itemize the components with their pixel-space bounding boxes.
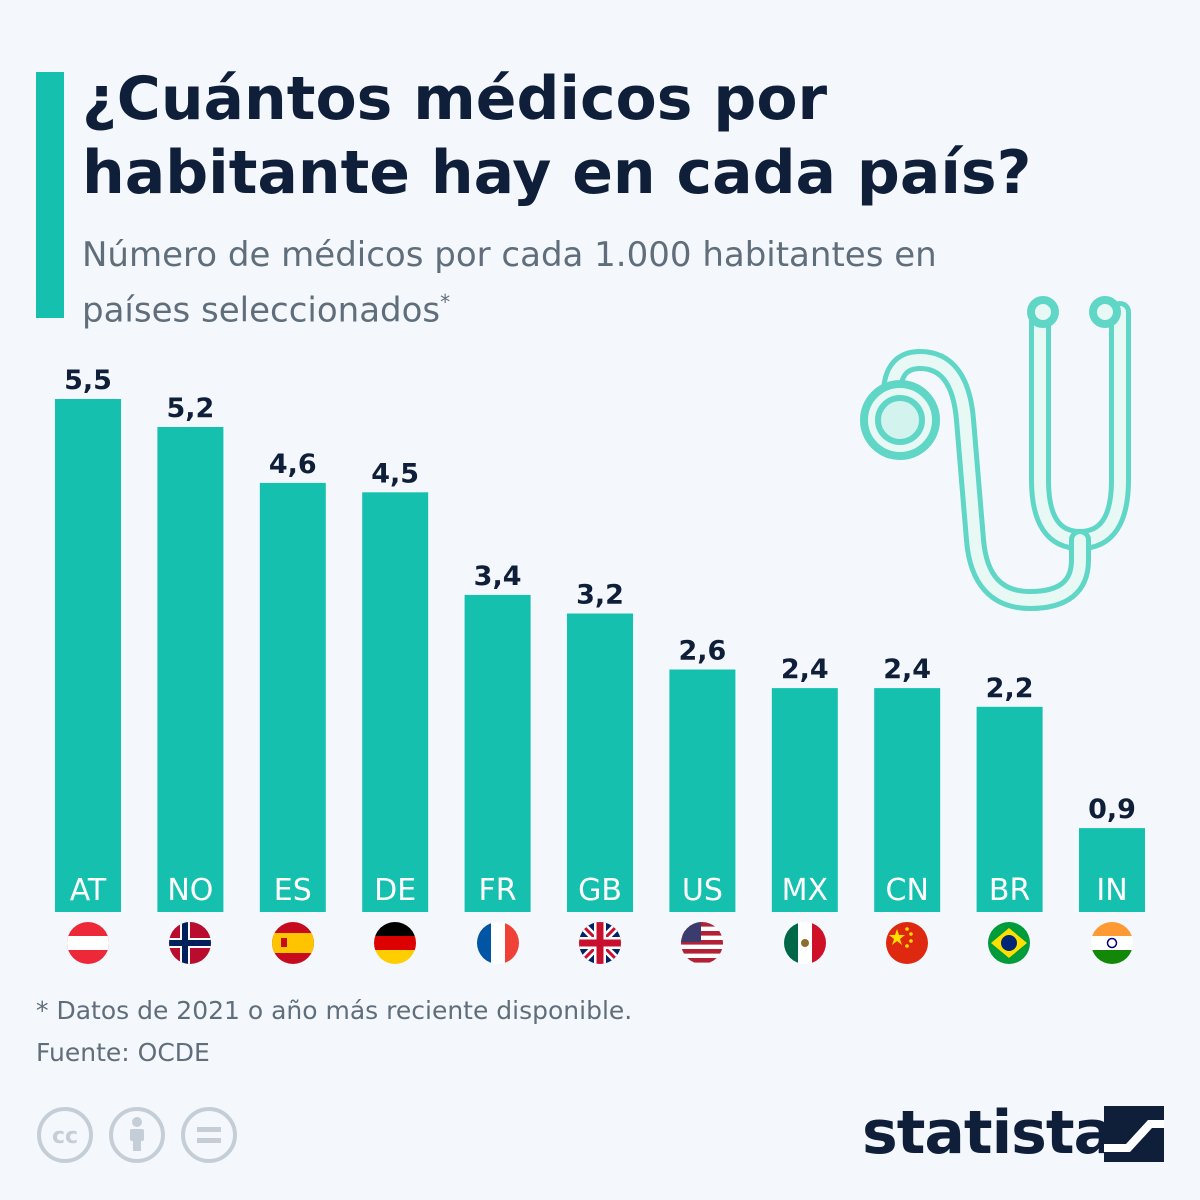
bar-no <box>157 427 224 912</box>
value-label-br: 2,2 <box>986 673 1034 704</box>
bar-es <box>259 482 326 912</box>
value-label-no: 5,2 <box>166 393 214 424</box>
chart-title: ¿Cuántos médicos por habitante hay en ca… <box>82 64 1032 208</box>
flag-es-icon <box>272 922 314 964</box>
category-label-mx: MX <box>782 873 828 908</box>
bar-cn <box>874 688 941 912</box>
flag-br-icon <box>988 922 1030 964</box>
flag-mx-icon <box>784 922 826 964</box>
subtitle-text: Número de médicos por cada 1.000 habitan… <box>82 235 937 331</box>
category-label-gb: GB <box>578 873 622 908</box>
category-label-us: US <box>682 873 723 908</box>
flag-at-icon <box>67 922 109 964</box>
bar-de <box>362 492 429 912</box>
category-label-fr: FR <box>479 873 517 908</box>
flag-cn-icon <box>886 922 928 964</box>
value-label-at: 5,5 <box>64 365 112 396</box>
footnote: * Datos de 2021 o año más reciente dispo… <box>36 990 632 1074</box>
bar-fr <box>464 594 531 912</box>
category-label-no: NO <box>167 873 213 908</box>
cc-icon[interactable]: cc <box>36 1106 94 1164</box>
value-label-cn: 2,4 <box>883 654 931 685</box>
flag-us-icon <box>681 922 723 964</box>
category-label-at: AT <box>70 873 107 908</box>
statista-logo-icon[interactable] <box>1104 1106 1164 1162</box>
bar-mx <box>771 688 838 912</box>
category-label-br: BR <box>989 873 1030 908</box>
bars-group: 5,5 AT 5,2 NO 4,6 ES 4,5 DE 3,4 FR 3,2 GB 2,6 US 2,4 MX… <box>55 365 1145 912</box>
value-label-fr: 3,4 <box>474 561 522 592</box>
bar-at <box>55 399 121 912</box>
bar-gb <box>567 613 633 912</box>
value-label-mx: 2,4 <box>781 654 829 685</box>
flag-fr-icon <box>477 922 519 964</box>
no-derivatives-icon[interactable] <box>180 1106 238 1164</box>
value-label-es: 4,6 <box>269 449 317 480</box>
flag-no-icon <box>169 922 211 964</box>
value-label-in: 0,9 <box>1088 794 1136 825</box>
bar-us <box>669 669 736 912</box>
flags-group <box>67 922 1133 964</box>
value-label-gb: 3,2 <box>576 580 624 611</box>
category-label-de: DE <box>374 873 416 908</box>
flag-gb-icon <box>579 922 621 964</box>
svg-text:cc: cc <box>52 1124 78 1149</box>
bar-in <box>1079 828 1145 912</box>
footnote-note: * Datos de 2021 o año más reciente dispo… <box>36 996 633 1025</box>
attribution-icon[interactable] <box>108 1106 166 1164</box>
flag-in-icon <box>1091 922 1133 964</box>
footnote-source: Fuente: OCDE <box>36 1038 210 1067</box>
bar-br <box>976 706 1043 912</box>
statista-logo[interactable]: statista <box>862 1098 1114 1168</box>
category-label-es: ES <box>274 873 312 908</box>
accent-bar <box>36 72 64 318</box>
value-label-de: 4,5 <box>371 458 419 489</box>
category-label-in: IN <box>1096 873 1127 908</box>
value-label-us: 2,6 <box>678 636 726 667</box>
category-label-cn: CN <box>886 873 929 908</box>
subtitle-marker: * <box>440 290 451 314</box>
flag-de-icon <box>374 922 416 964</box>
chart-subtitle: Número de médicos por cada 1.000 habitan… <box>82 232 982 334</box>
